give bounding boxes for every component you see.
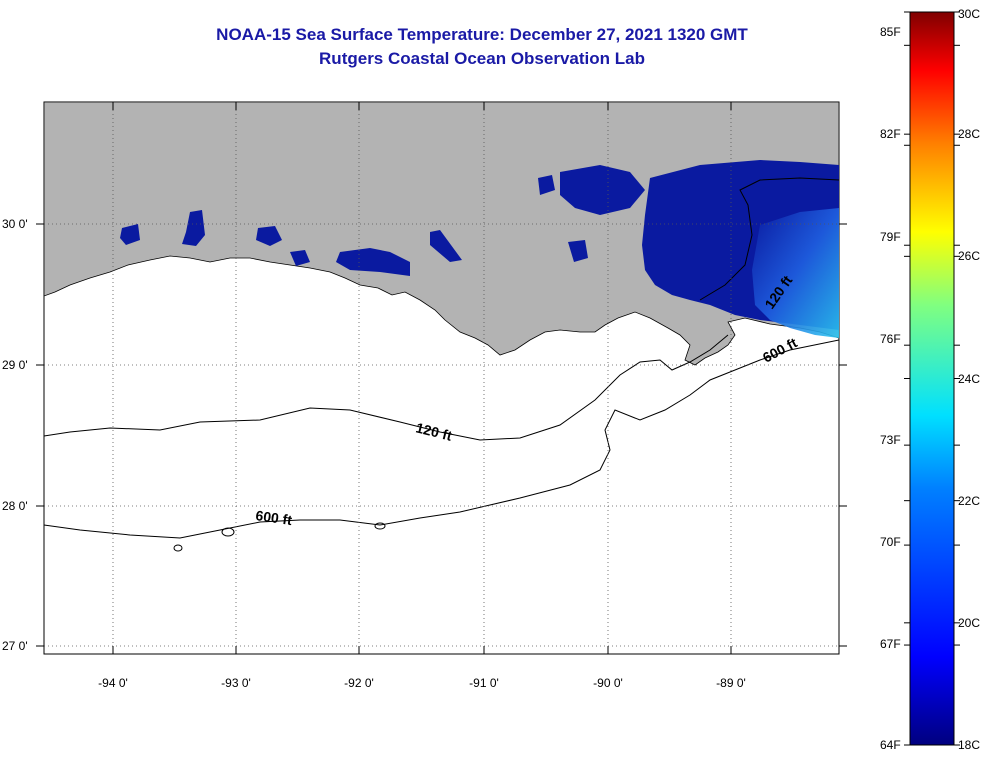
cb-c-30: 30C [958,7,980,21]
warm-water-plume [752,208,839,338]
lon-label-93: -93 0' [221,676,251,690]
cb-c-28: 28C [958,127,980,141]
contour-120ft-line [44,334,729,441]
lon-label-94: -94 0' [98,676,128,690]
lat-label-30: 30 0' [2,217,28,231]
cb-c-22: 22C [958,494,980,508]
lon-label-92: -92 0' [344,676,374,690]
contour-120ft-east-line [699,177,839,301]
contour-600ft-line [44,339,839,539]
cb-f-73: 73F [880,433,901,447]
cb-f-82: 82F [880,127,901,141]
cb-f-79: 79F [880,230,901,244]
lat-label-28: 28 0' [2,499,28,513]
cb-f-85: 85F [880,25,901,39]
colorbar-ticks [904,11,960,746]
lon-label-89: -89 0' [716,676,746,690]
depth-contours [44,177,839,552]
lat-label-29: 29 0' [2,358,28,372]
cb-f-70: 70F [880,535,901,549]
map-title: NOAA-15 Sea Surface Temperature: Decembe… [216,25,748,44]
cb-c-26: 26C [958,249,980,263]
temperature-colorbar [909,11,955,746]
cb-c-24: 24C [958,372,980,386]
lon-label-90: -90 0' [593,676,623,690]
cb-f-76: 76F [880,332,901,346]
map-subtitle: Rutgers Coastal Ocean Observation Lab [319,49,645,68]
cb-c-20: 20C [958,616,980,630]
cb-c-18: 18C [958,738,980,752]
contour-label-600ft: 600 ft [255,507,294,528]
lon-label-91: -91 0' [469,676,499,690]
cb-f-64: 64F [880,738,901,752]
frame-ticks [36,102,847,654]
cb-f-67: 67F [880,637,901,651]
graticule [44,102,839,654]
lat-label-27: 27 0' [2,639,28,653]
